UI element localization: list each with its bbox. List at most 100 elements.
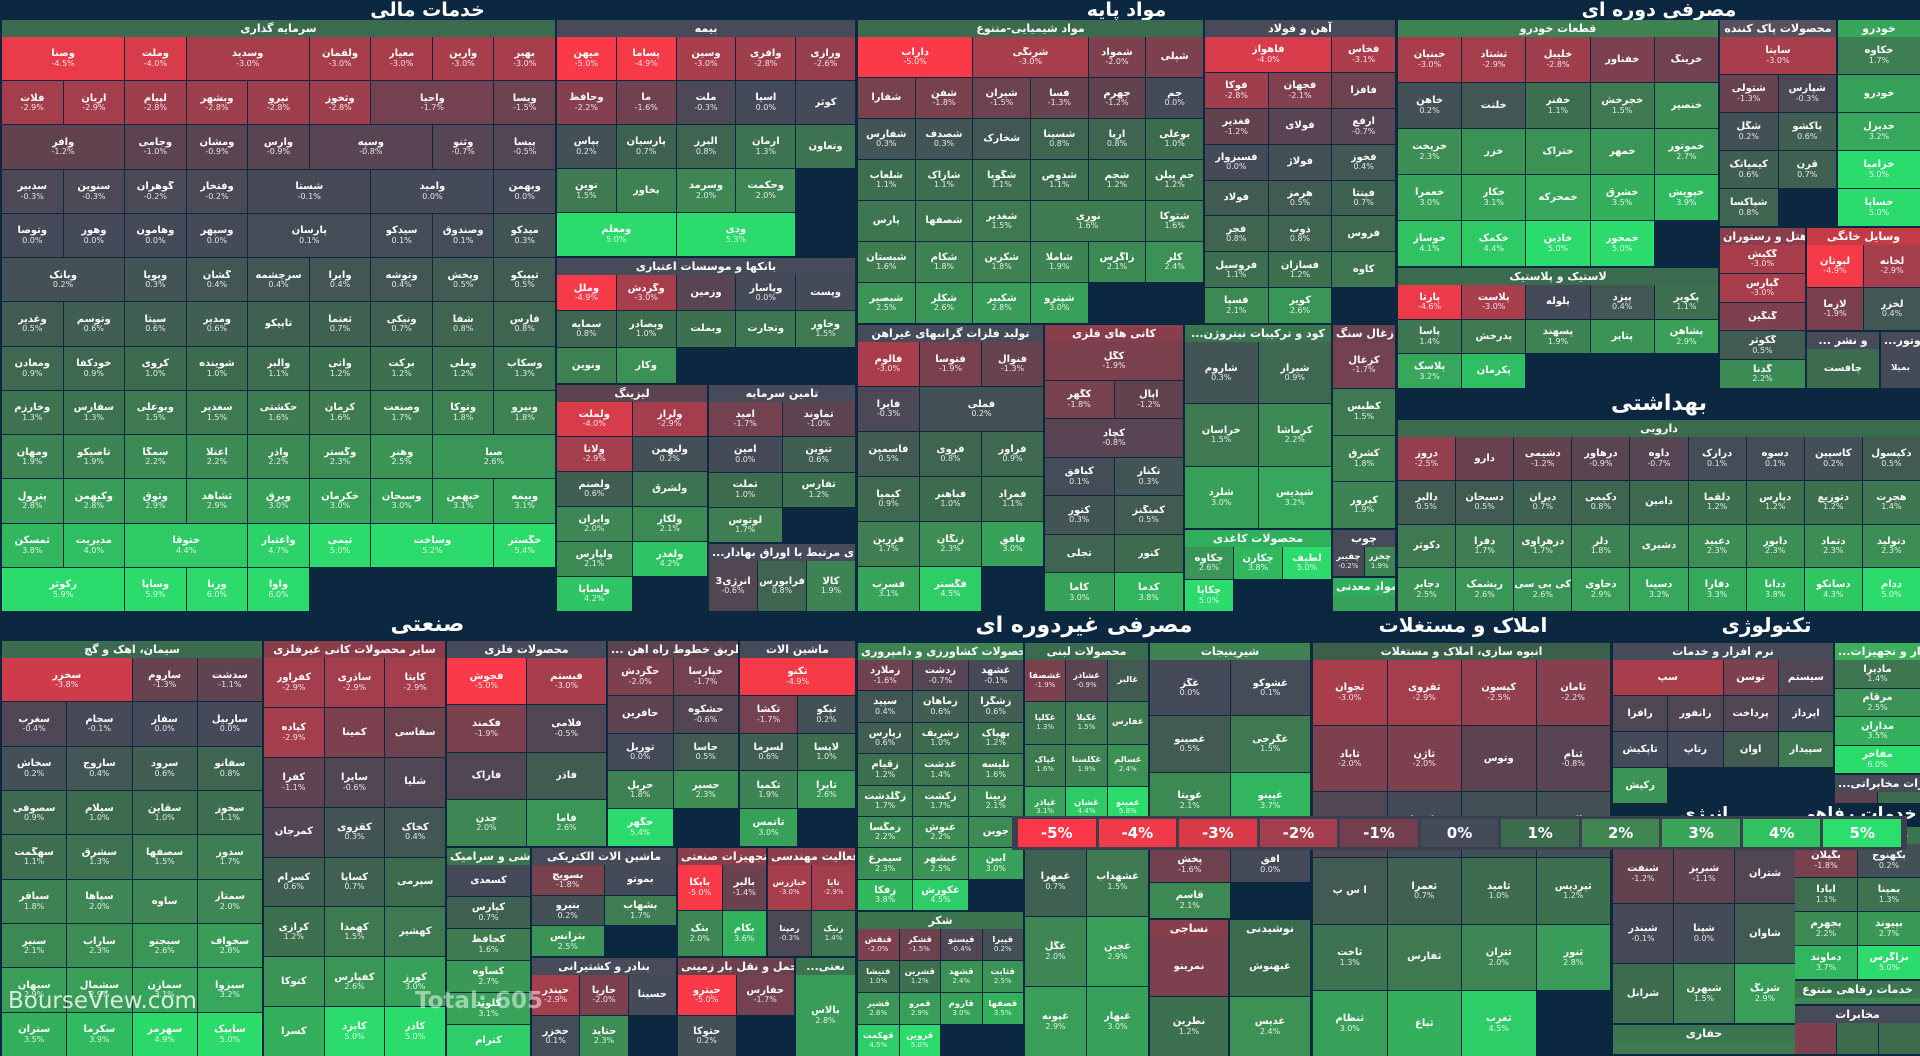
- stock-tile[interactable]: پشاهن 2.9%: [1654, 319, 1718, 354]
- stock-tile[interactable]: سصفها 1.5%: [132, 835, 197, 879]
- stock-tile[interactable]: قثابت 2.5%: [982, 961, 1023, 992]
- stock-tile[interactable]: افق 0.0%: [1230, 847, 1310, 882]
- stock-tile[interactable]: قاسم 2.1%: [1150, 883, 1230, 918]
- stock-tile[interactable]: چکارن 3.8%: [1234, 547, 1282, 579]
- stock-tile[interactable]: پاسا 1.4%: [1398, 319, 1462, 354]
- stock-tile[interactable]: فروسیل 1.1%: [1205, 252, 1268, 288]
- stock-tile[interactable]: وثنو -0.7%: [432, 125, 494, 169]
- stock-tile[interactable]: توسن: [1723, 660, 1778, 695]
- stock-tile[interactable]: ساوه: [132, 879, 197, 923]
- stock-tile[interactable]: پارسان 0.1%: [248, 213, 371, 258]
- stock-tile[interactable]: ثجوان -3.0%: [1313, 660, 1387, 726]
- stock-tile[interactable]: کبافق 0.1%: [1045, 457, 1114, 496]
- stock-tile[interactable]: ثمسکن 3.8%: [2, 523, 63, 567]
- stock-tile[interactable]: ولساپا 4.2%: [557, 577, 632, 611]
- stock-tile[interactable]: سخاش 0.2%: [2, 746, 67, 790]
- stock-tile[interactable]: توریل 0.0%: [608, 733, 673, 771]
- stock-tile[interactable]: خکرمان 3.0%: [309, 479, 371, 523]
- stock-tile[interactable]: برکت 1.2%: [371, 346, 432, 390]
- stock-tile[interactable]: تیمی 5.0%: [309, 523, 371, 567]
- stock-tile[interactable]: سیتا 0.6%: [125, 302, 186, 346]
- stock-tile[interactable]: ساذری -2.9%: [324, 658, 385, 707]
- stock-tile[interactable]: شفن -1.8%: [915, 78, 973, 118]
- stock-tile[interactable]: غسالم 2.4%: [1107, 744, 1148, 786]
- stock-tile[interactable]: آریا 0.8%: [1088, 119, 1146, 159]
- stock-tile[interactable]: آریان -2.9%: [63, 81, 125, 125]
- stock-tile[interactable]: خشرق 3.5%: [1590, 175, 1654, 220]
- stock-tile[interactable]: سیستم: [1778, 660, 1833, 695]
- stock-tile[interactable]: پلاست -3.0%: [1462, 285, 1526, 319]
- stock-tile[interactable]: شتوکا 1.6%: [1146, 201, 1203, 241]
- stock-tile[interactable]: وگستر 2.3%: [309, 435, 371, 479]
- stock-tile[interactable]: وغدیر 0.5%: [2, 302, 63, 346]
- stock-tile[interactable]: کپرور 1.9%: [1333, 482, 1395, 528]
- stock-tile[interactable]: حتاید 2.3%: [580, 1016, 628, 1056]
- stock-tile[interactable]: قاروم 3.0%: [941, 993, 982, 1024]
- stock-tile[interactable]: شکرین 1.8%: [973, 242, 1030, 282]
- stock-tile[interactable]: کورز 3.0%: [385, 957, 445, 1007]
- stock-tile[interactable]: کویر 2.6%: [1268, 288, 1332, 323]
- stock-tile[interactable]: فخاس -3.1%: [1332, 37, 1395, 72]
- stock-tile[interactable]: کرمان 1.6%: [309, 390, 371, 435]
- stock-tile[interactable]: وتوصا 0.0%: [2, 213, 63, 258]
- stock-tile[interactable]: خبازرس -3.0%: [768, 865, 811, 910]
- stock-tile[interactable]: فاما 2.6%: [527, 799, 606, 846]
- stock-tile[interactable]: قشکر -1.5%: [899, 929, 940, 960]
- stock-tile[interactable]: میهن -5.0%: [557, 37, 616, 80]
- stock-tile[interactable]: دروز -2.5%: [1398, 437, 1456, 480]
- stock-tile[interactable]: گکیش -3.0%: [1720, 245, 1805, 273]
- stock-tile[interactable]: کطبس 1.5%: [1333, 388, 1395, 435]
- stock-tile[interactable]: حگردش -2.0%: [608, 658, 673, 695]
- stock-tile[interactable]: وکبهمن 2.8%: [63, 479, 125, 523]
- stock-tile[interactable]: [1835, 792, 1877, 803]
- stock-tile[interactable]: ثشاهد 2.9%: [186, 479, 248, 523]
- stock-tile[interactable]: غدیس 2.4%: [1230, 997, 1310, 1056]
- stock-tile[interactable]: دکیمی 0.8%: [1572, 480, 1630, 524]
- stock-tile[interactable]: کدما 3.8%: [1114, 573, 1183, 611]
- stock-tile[interactable]: حگهر 5.4%: [608, 809, 673, 846]
- stock-tile[interactable]: خودرو: [1838, 75, 1920, 112]
- stock-tile[interactable]: بجهرم 2.2%: [1795, 912, 1857, 945]
- stock-tile[interactable]: شصدف 0.3%: [915, 119, 973, 159]
- stock-tile[interactable]: وخاور 1.5%: [796, 311, 855, 347]
- stock-tile[interactable]: ولشرق: [632, 472, 707, 506]
- stock-tile[interactable]: امین 0.0%: [709, 437, 782, 472]
- stock-tile[interactable]: وصندوق 0.1%: [432, 213, 494, 258]
- stock-tile[interactable]: شوینده 1.0%: [186, 346, 248, 390]
- stock-tile[interactable]: زکوثر 5.9%: [2, 567, 125, 611]
- stock-tile[interactable]: غپونه 2.9%: [1025, 987, 1086, 1056]
- stock-tile[interactable]: معیار -3.0%: [371, 37, 432, 81]
- stock-tile[interactable]: دالبر 0.5%: [1398, 480, 1456, 524]
- stock-tile[interactable]: کلر 2.4%: [1146, 242, 1203, 282]
- stock-tile[interactable]: غالبر: [1107, 660, 1148, 702]
- stock-tile[interactable]: سیمرغ 2.3%: [858, 848, 913, 879]
- stock-tile[interactable]: خوساز 4.1%: [1398, 221, 1462, 266]
- stock-tile[interactable]: لخانه -2.9%: [1864, 245, 1920, 287]
- stock-tile[interactable]: میدکو 0.3%: [494, 213, 555, 258]
- stock-tile[interactable]: قمرو 2.9%: [899, 993, 940, 1024]
- stock-tile[interactable]: تکنو -4.9%: [740, 658, 855, 695]
- stock-tile[interactable]: درهآور -0.9%: [1572, 437, 1630, 480]
- stock-tile[interactable]: حپندر -2.9%: [532, 975, 580, 1015]
- stock-tile[interactable]: پساما -4.9%: [616, 37, 676, 80]
- stock-tile[interactable]: خمهر: [1590, 129, 1654, 174]
- stock-tile[interactable]: مفاخر 6.0%: [1835, 745, 1920, 773]
- stock-tile[interactable]: شلرد 3.0%: [1185, 466, 1258, 528]
- stock-tile[interactable]: شکلر 2.6%: [915, 283, 973, 323]
- stock-tile[interactable]: گپارس -3.0%: [1720, 273, 1805, 302]
- stock-tile[interactable]: شستا -0.1%: [248, 169, 371, 213]
- stock-tile[interactable]: ذوب 0.8%: [1268, 216, 1332, 252]
- stock-tile[interactable]: غپاک 1.6%: [1025, 744, 1066, 786]
- stock-tile[interactable]: لسرما 0.6%: [740, 733, 797, 771]
- stock-tile[interactable]: رتاپ: [1668, 732, 1723, 767]
- stock-tile[interactable]: خنصیر: [1654, 83, 1718, 128]
- stock-tile[interactable]: ومعادن 0.9%: [2, 346, 63, 390]
- stock-tile[interactable]: فسازان 1.2%: [1268, 252, 1332, 288]
- stock-tile[interactable]: ثغرب 4.5%: [1462, 990, 1536, 1056]
- stock-tile[interactable]: لازما -1.9%: [1807, 288, 1863, 330]
- stock-tile[interactable]: ختوقا 4.4%: [125, 523, 248, 567]
- stock-tile[interactable]: مدیریت 4.0%: [63, 523, 125, 567]
- stock-tile[interactable]: کیاده -2.9%: [264, 707, 324, 757]
- stock-tile[interactable]: غگل 2.0%: [1025, 917, 1086, 986]
- stock-tile[interactable]: زپارس 0.6%: [858, 722, 913, 754]
